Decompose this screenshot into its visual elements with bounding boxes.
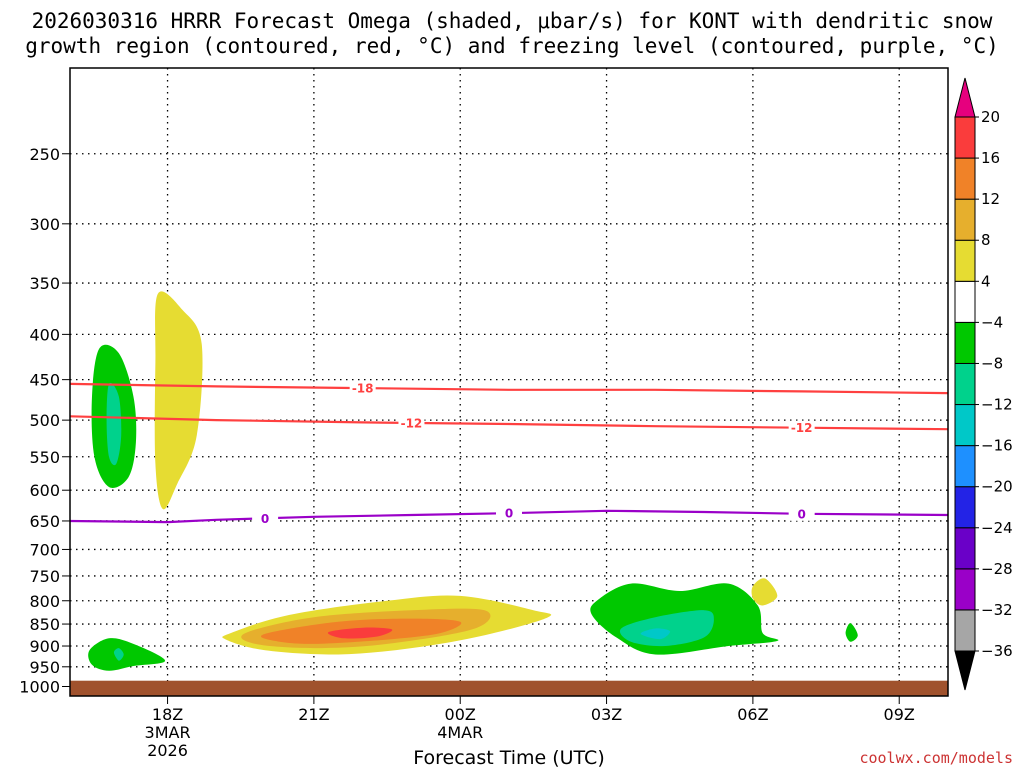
y-tick-label: 650 xyxy=(29,512,60,531)
colorbar-under-arrow xyxy=(954,650,976,691)
x-tick-label: 21Z xyxy=(298,705,329,724)
x-axis-title: Forecast Time (UTC) xyxy=(413,747,604,768)
chart-title-line-2: growth region (contoured, red, °C) and f… xyxy=(25,34,999,58)
plot-frame xyxy=(69,67,949,697)
contour-label-bg xyxy=(788,420,815,435)
colorbar-over-arrow xyxy=(954,77,976,118)
colorbar-segment xyxy=(954,486,976,529)
y-tick-label: 450 xyxy=(29,371,60,390)
colorbar-label: −8 xyxy=(981,354,1003,372)
colorbar-segment xyxy=(954,527,976,570)
contour-line xyxy=(70,382,948,395)
y-tick-label: 1000 xyxy=(19,678,60,697)
y-axis-ticks: 250 300 350 400 450 500 550 600 650 700 750 800 850 9… xyxy=(19,145,70,697)
y-tick-label: 800 xyxy=(29,592,60,611)
x-tick-label: 18Z xyxy=(152,705,183,724)
colorbar-segment xyxy=(954,116,976,159)
x-tick-label: 2026 xyxy=(147,741,188,760)
y-tick-label: 250 xyxy=(29,145,60,164)
y-tick-label: 700 xyxy=(29,540,60,559)
colorbar-segment xyxy=(954,321,976,364)
x-tick-label: 3MAR xyxy=(145,723,191,742)
y-tick-label: 400 xyxy=(29,325,60,344)
colorbar-segment xyxy=(954,280,976,323)
colorbar-segment xyxy=(954,198,976,241)
contour-label: 0 xyxy=(505,507,513,521)
colorbar-segment xyxy=(954,362,976,406)
x-tick-label: 00Z xyxy=(445,705,476,724)
contour-label-bg xyxy=(398,415,425,430)
chart-title-line-1: 2026030316 HRRR Forecast Omega (shaded, … xyxy=(32,9,993,33)
omega-region xyxy=(751,578,778,606)
colorbar-segment xyxy=(954,445,976,488)
x-tick-label: 06Z xyxy=(737,705,768,724)
colorbar-label: −36 xyxy=(981,642,1013,660)
y-tick-label: 900 xyxy=(29,637,60,656)
colorbar-segment xyxy=(954,239,976,282)
y-tick-label: 600 xyxy=(29,481,60,500)
plot-area: -18 -12 -12 0 0 0 xyxy=(70,68,948,696)
colorbar-label: −24 xyxy=(981,519,1013,537)
omega-region xyxy=(327,627,393,639)
y-tick-label: 550 xyxy=(29,448,60,467)
y-tick-label: 350 xyxy=(29,274,60,293)
ground-terrain xyxy=(70,680,948,696)
contour-label-bg xyxy=(496,506,522,521)
contour-label-bg xyxy=(349,381,376,396)
contour-label: -18 xyxy=(352,382,374,396)
credit-text: coolwx.com/models xyxy=(859,749,1013,767)
colorbar-label: −20 xyxy=(981,478,1013,496)
omega-region xyxy=(640,628,671,640)
colorbar-label: 20 xyxy=(981,108,1000,126)
contour-label-bg xyxy=(788,506,815,521)
colorbar-label: 8 xyxy=(981,231,991,249)
colorbar-segment xyxy=(954,609,976,652)
omega-region xyxy=(106,382,122,466)
omega-shading xyxy=(88,291,858,671)
x-tick-label: 4MAR xyxy=(437,723,483,742)
ground-layer xyxy=(70,680,948,696)
omega-region xyxy=(154,291,203,510)
temperature-contours: -18 -12 -12 0 0 0 xyxy=(70,381,948,526)
omega-region xyxy=(845,623,858,642)
y-tick-label: 950 xyxy=(29,658,60,677)
colorbar-segment xyxy=(954,404,976,447)
y-tick-label: 300 xyxy=(29,215,60,234)
y-tick-label: 850 xyxy=(29,615,60,634)
y-tick-label: 500 xyxy=(29,411,60,430)
colorbar-label: 12 xyxy=(981,190,1000,208)
colorbar-label: 4 xyxy=(981,272,991,290)
omega-region xyxy=(113,648,124,661)
colorbar-segment xyxy=(954,157,976,200)
colorbar-label: 16 xyxy=(981,149,1000,167)
colorbar-label: −32 xyxy=(981,601,1013,619)
contour-label: -12 xyxy=(791,421,813,435)
colorbar-label: −16 xyxy=(981,437,1013,455)
contour-label: 0 xyxy=(797,507,805,521)
colorbar-label: −4 xyxy=(981,313,1003,331)
contour-line xyxy=(70,509,948,524)
omega-region xyxy=(619,610,714,647)
y-tick-label: 750 xyxy=(29,567,60,586)
contour-label: 0 xyxy=(261,512,269,526)
colorbar-label: −12 xyxy=(981,396,1013,414)
colorbar: −36 −32 −28 −24 −20 −16 −12 −8 −4 4 8 12 16 20 xyxy=(954,77,1013,691)
contour-label-bg xyxy=(252,511,279,526)
x-tick-label: 09Z xyxy=(884,705,915,724)
colorbar-segment xyxy=(954,568,976,611)
colorbar-label: −28 xyxy=(981,560,1013,578)
omega-region xyxy=(88,638,166,671)
contour-label: -12 xyxy=(401,416,423,430)
x-tick-label: 03Z xyxy=(591,705,622,724)
